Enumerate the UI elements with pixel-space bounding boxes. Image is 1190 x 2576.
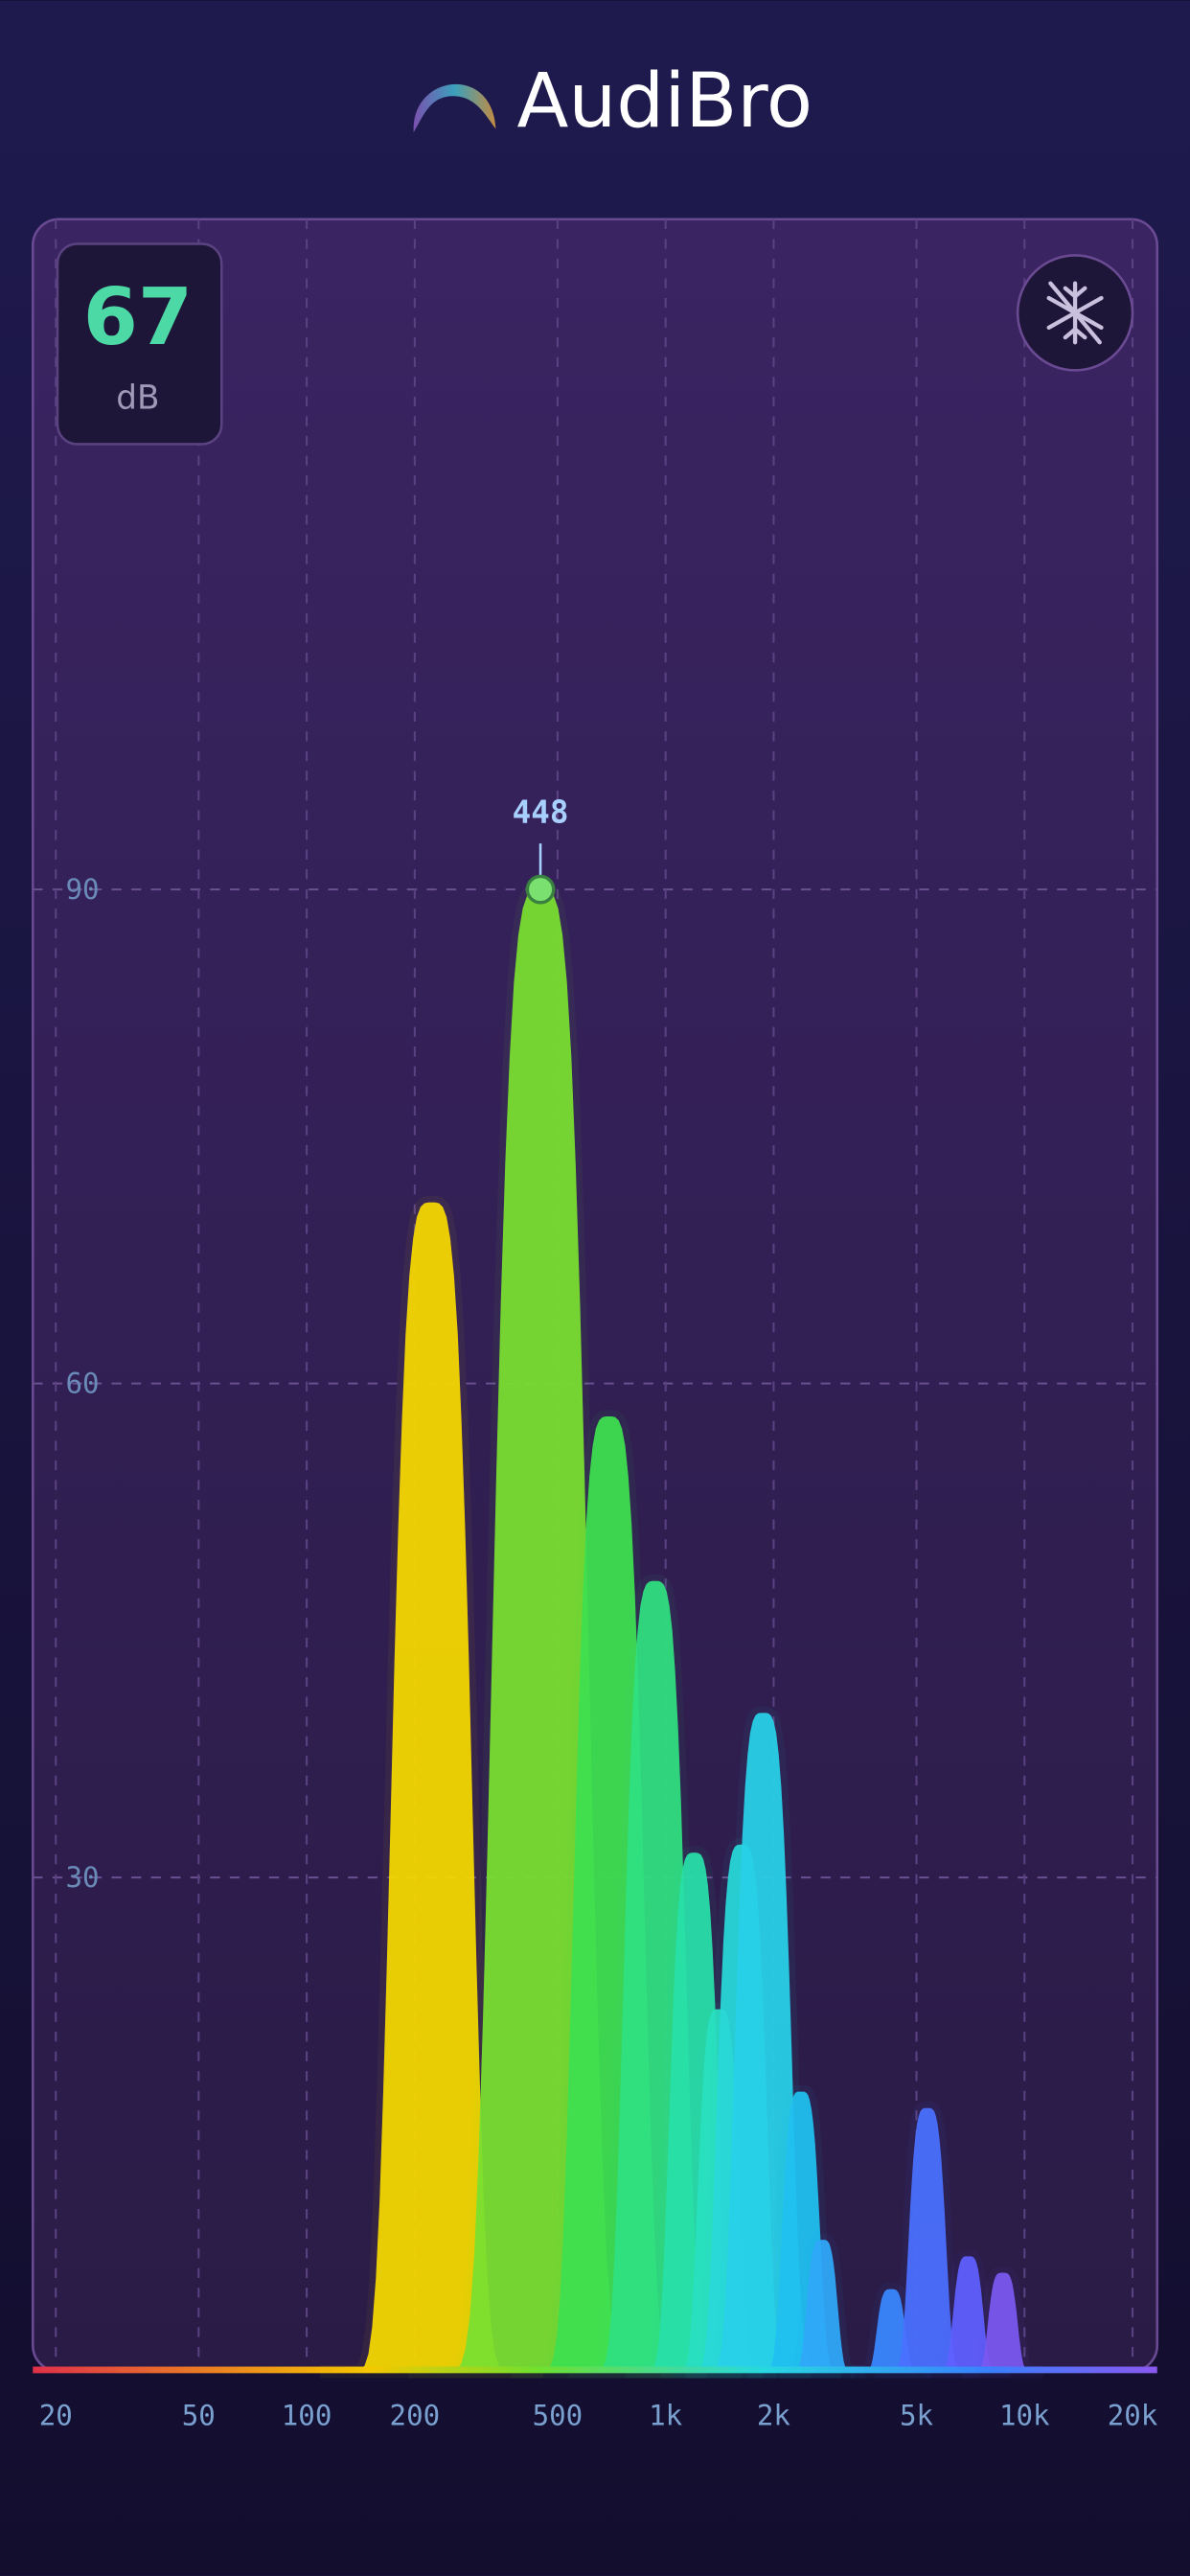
logo	[413, 83, 496, 132]
y-tick-label: 30	[66, 1861, 100, 1894]
y-tick-label: 60	[66, 1367, 100, 1399]
x-tick-label: 500	[533, 2400, 584, 2432]
x-tick-label: 1k	[649, 2400, 683, 2432]
level-unit: dB	[116, 380, 159, 418]
x-tick-label: 20	[39, 2400, 73, 2432]
peak-marker	[525, 874, 556, 905]
spectrum-peak	[685, 1713, 841, 2372]
peak-frequency-label: 448	[513, 794, 569, 830]
spectrum-peak	[407, 889, 674, 2372]
x-tick-label: 5k	[900, 2400, 934, 2432]
spectrum-peak	[961, 2272, 1044, 2372]
spectrum-peak	[926, 2256, 1011, 2372]
level-value: 67	[83, 272, 193, 363]
freeze-button[interactable]	[1016, 254, 1134, 372]
x-tick-label: 2k	[757, 2400, 791, 2432]
app-title: AudiBro	[516, 57, 812, 145]
grid: 30 60 90 20 50 100 200 500 1k 2k 5k 10k 20k	[33, 218, 1158, 2432]
spectrum-peak	[747, 2091, 855, 2372]
spectrum-peak	[779, 2240, 866, 2372]
spectrum-peak	[625, 1852, 764, 2372]
x-tick-label: 10k	[999, 2400, 1050, 2432]
spectrum-peak	[511, 1415, 707, 2372]
x-tick-label: 50	[182, 2400, 216, 2432]
x-tick-label: 100	[282, 2400, 332, 2432]
y-tick-label: 90	[66, 873, 100, 906]
spectrum-peak	[320, 1202, 544, 2372]
spectrum-peak	[568, 1580, 742, 2372]
baseline	[33, 2366, 1157, 2374]
snowflake-icon[interactable]	[1046, 281, 1104, 345]
level-meter	[56, 242, 223, 446]
x-tick-label: 20k	[1108, 2400, 1158, 2432]
x-tick-label: 200	[390, 2400, 441, 2432]
spectrum-peak	[851, 2288, 931, 2372]
spectrum-peak	[875, 2107, 979, 2372]
